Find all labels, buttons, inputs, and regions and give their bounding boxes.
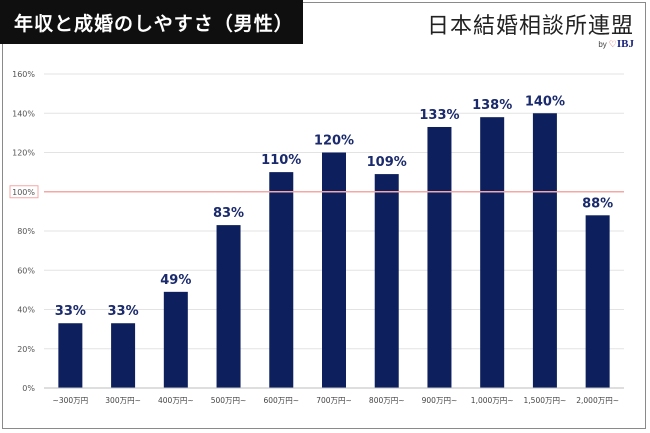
x-tick-label: 700万円~ [316, 396, 352, 405]
data-label: 140% [525, 94, 565, 109]
y-tick-label: 40% [17, 306, 35, 315]
data-label: 109% [367, 155, 407, 170]
data-label: 83% [213, 206, 244, 221]
bar [585, 215, 610, 388]
brand-logo: 日本結婚相談所連盟 by ♡IBJ [427, 8, 634, 50]
y-tick-label: 60% [17, 266, 35, 275]
brand-name: 日本結婚相談所連盟 [426, 14, 634, 39]
data-label: 133% [419, 108, 459, 123]
x-tick-label: 900万円~ [422, 396, 458, 405]
y-tick-label: 100% [12, 188, 35, 197]
chart-title: 年収と成婚のしやすさ（男性） [14, 12, 294, 35]
y-tick-label: 140% [12, 109, 35, 118]
data-label: 110% [261, 153, 301, 168]
bar [58, 323, 83, 388]
bar [163, 291, 188, 388]
x-tick-label: 1,000万円~ [471, 396, 514, 405]
bar [480, 117, 505, 389]
data-label: 120% [314, 134, 354, 149]
data-label: 49% [160, 273, 191, 288]
bar [216, 225, 241, 388]
x-tick-label: 300万円~ [105, 396, 141, 405]
bar [322, 152, 346, 388]
brand-sub: by ♡IBJ [427, 38, 634, 50]
x-tick-label: 500万円~ [211, 396, 247, 405]
y-tick-label: 20% [17, 345, 35, 354]
reference-label-box [9, 185, 39, 199]
brand-by: by [598, 40, 607, 49]
x-tick-label: 800万円~ [369, 396, 405, 405]
data-label: 88% [582, 196, 613, 211]
y-tick-label: 80% [17, 227, 35, 236]
bar [111, 323, 136, 388]
y-tick-label: 160% [12, 70, 35, 79]
data-label: 138% [472, 98, 512, 113]
y-tick-label: 120% [12, 149, 35, 158]
y-tick-label: 0% [22, 384, 35, 393]
data-label: 33% [55, 304, 86, 319]
bar [532, 113, 557, 388]
bar [427, 126, 452, 389]
title-bar: 年収と成婚のしやすさ（男性） [0, 0, 303, 44]
bar [374, 174, 399, 388]
x-tick-label: ~300万円 [53, 396, 89, 405]
brand-ibj: IBJ [616, 38, 634, 50]
data-label: 33% [108, 304, 139, 319]
heart-icon: ♡ [608, 39, 617, 49]
x-tick-label: 2,000万円~ [576, 396, 619, 405]
x-tick-label: 600万円~ [263, 396, 299, 405]
x-tick-label: 400万円~ [158, 396, 194, 405]
bar [269, 172, 294, 388]
x-tick-label: 1,500万円~ [524, 396, 567, 405]
